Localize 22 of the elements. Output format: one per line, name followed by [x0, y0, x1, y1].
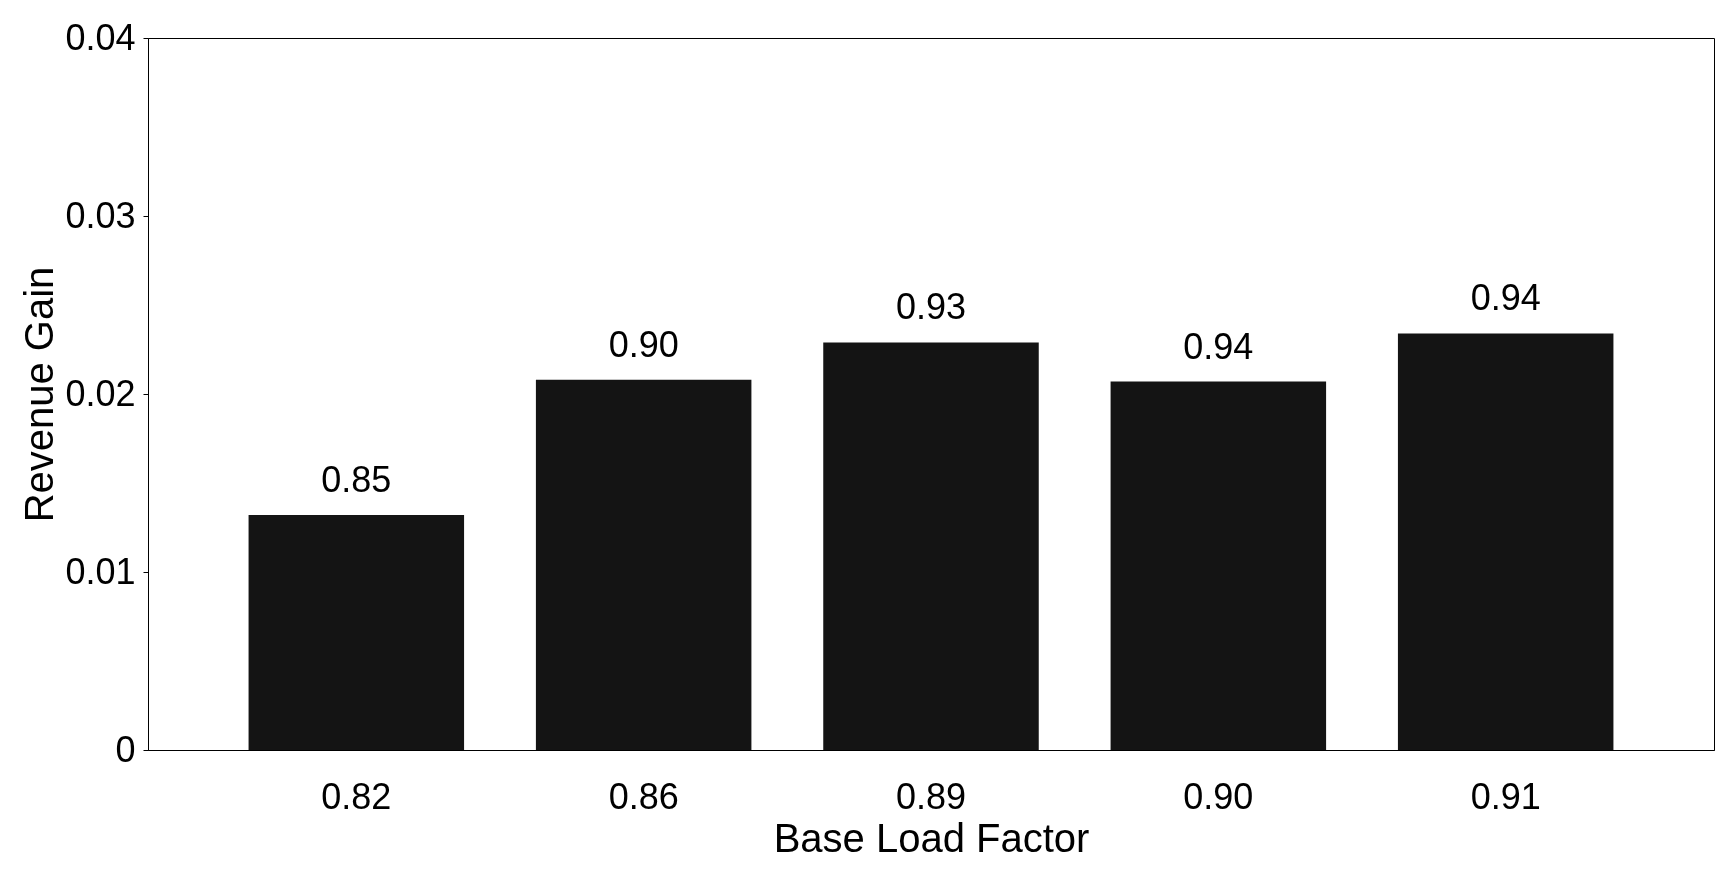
y-tick-label: 0.01 [65, 550, 136, 592]
annotation: 0.94 [1183, 325, 1254, 367]
annotation: 0.90 [608, 323, 679, 365]
bar [1397, 333, 1614, 750]
y-tick-label: 0.04 [65, 16, 136, 58]
x-tick-label: 0.86 [608, 775, 679, 817]
annotation: 0.94 [1470, 277, 1541, 319]
bar [535, 379, 752, 750]
y-tick-label: 0.03 [65, 194, 136, 236]
x-tick-label: 0.89 [895, 775, 967, 817]
bar [823, 342, 1039, 750]
x-tick-label: 0.90 [1183, 775, 1254, 817]
bar [1110, 381, 1327, 750]
x-axis-title: Base Load Factor [773, 815, 1090, 860]
y-tick-label: 0.02 [65, 372, 136, 414]
annotation: 0.85 [321, 459, 392, 501]
y-tick-label: 0 [115, 728, 136, 770]
x-tick-label: 0.82 [321, 775, 392, 817]
bar [248, 515, 465, 750]
annotation: 0.93 [895, 286, 967, 328]
y-axis-title: Revenue Gain [17, 266, 62, 523]
x-tick-label: 0.91 [1470, 775, 1541, 817]
